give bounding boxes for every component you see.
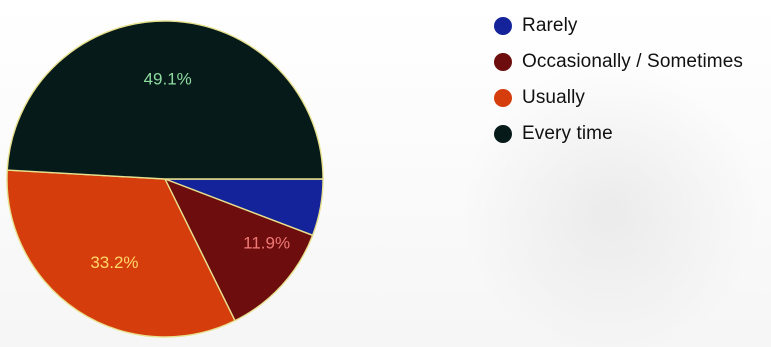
legend-item-every-time: Every time — [494, 116, 764, 152]
legend: Rarely Occasionally / Sometimes Usually … — [494, 8, 764, 152]
pie-group — [6, 20, 324, 338]
legend-label-usually: Usually — [522, 87, 585, 108]
pie-label-occasionally-sometimes: 11.9% — [243, 233, 290, 252]
pie-slice-occasionally-sometimes — [163, 177, 314, 322]
pie-label-usually: 33.2% — [90, 253, 138, 272]
legend-item-occasionally: Occasionally / Sometimes — [494, 44, 764, 80]
pie-slice-usually — [6, 169, 236, 338]
legend-label-rarely: Rarely — [522, 15, 578, 36]
pie-slice-every-time — [6, 20, 324, 180]
legend-swatch-usually — [494, 89, 512, 107]
legend-label-every-time: Every time — [522, 123, 613, 144]
legend-item-usually: Usually — [494, 80, 764, 116]
legend-swatch-occasionally — [494, 53, 512, 71]
legend-swatch-rarely — [494, 17, 512, 35]
legend-item-rarely: Rarely — [494, 8, 764, 44]
legend-swatch-every-time — [494, 125, 512, 143]
legend-label-occasionally: Occasionally / Sometimes — [522, 51, 743, 72]
pie-label-every-time: 49.1% — [144, 70, 192, 89]
pie-label-group: 11.9% 33.2% 49.1% — [90, 70, 290, 272]
